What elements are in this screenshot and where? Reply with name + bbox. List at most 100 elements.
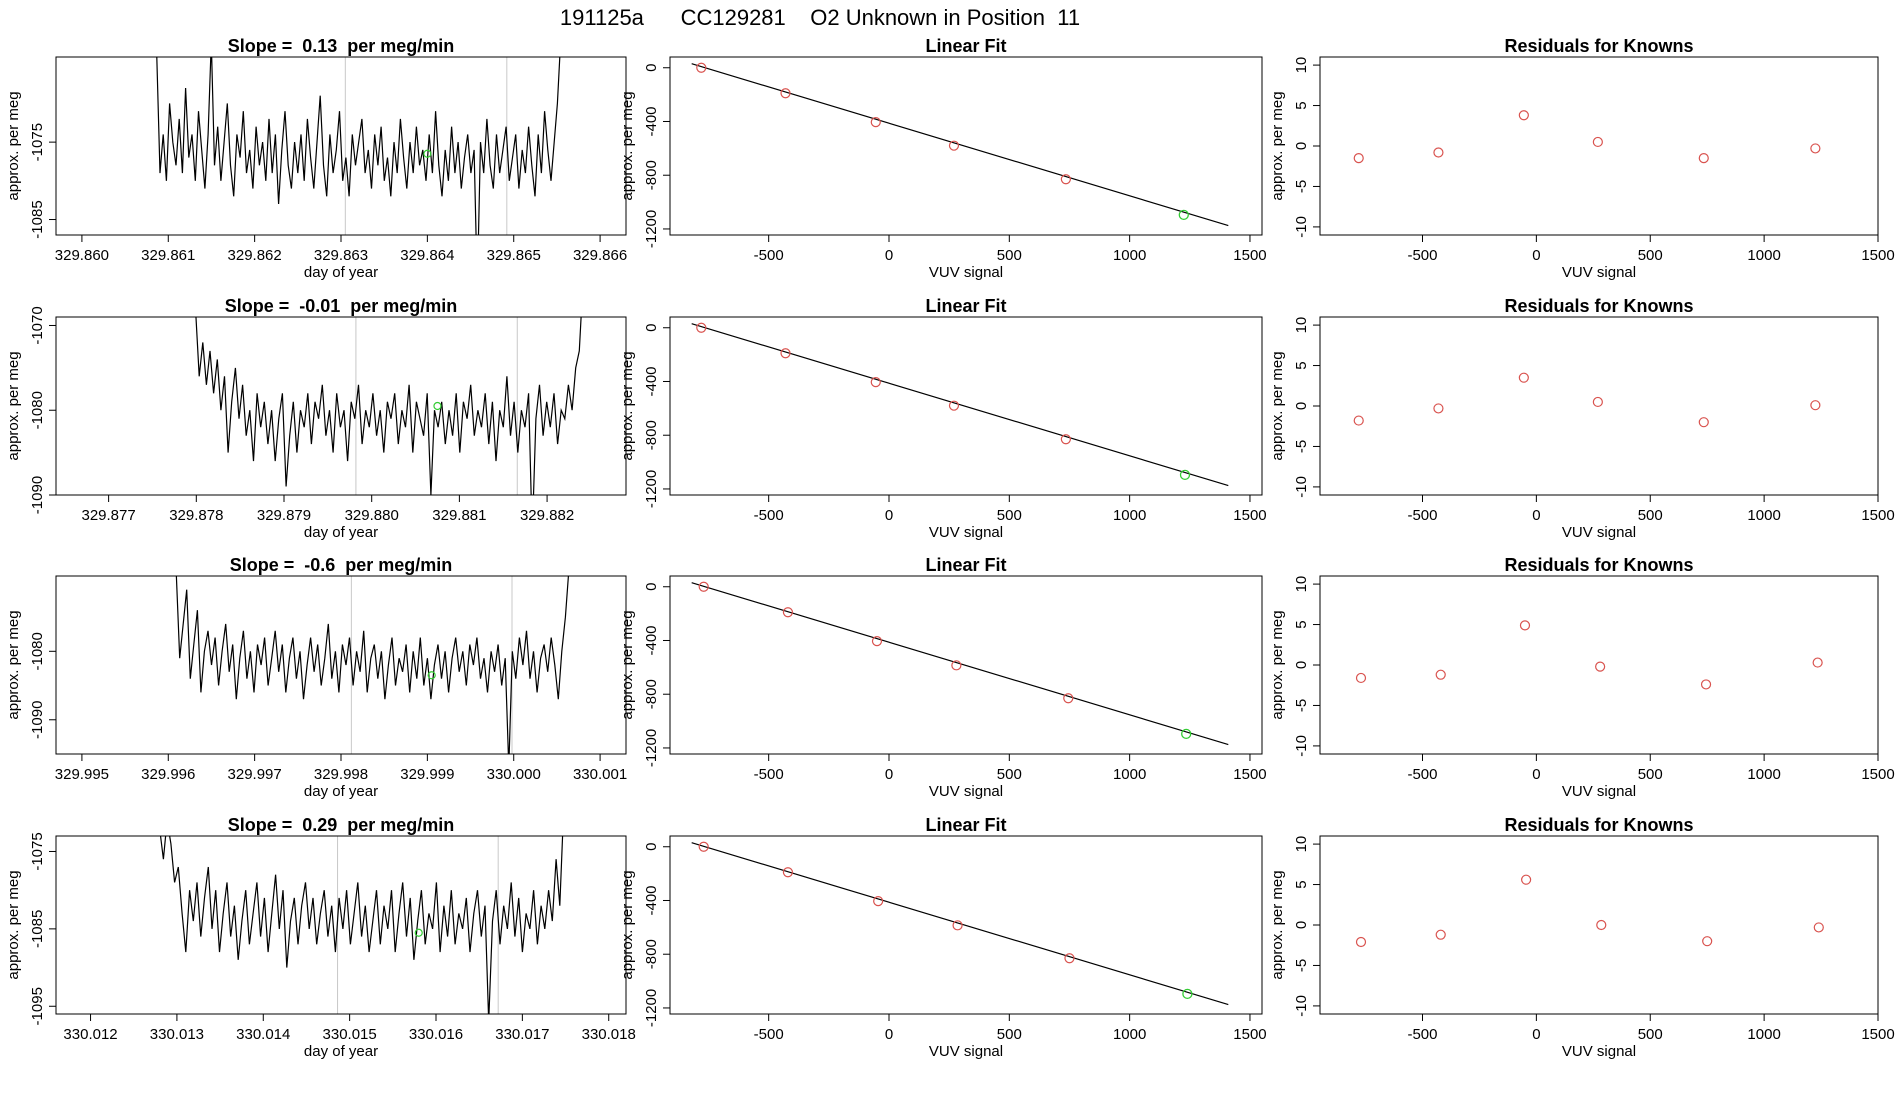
residual-point: [1592, 136, 1603, 148]
known-point: [951, 660, 962, 671]
residual-point: [1698, 153, 1709, 164]
y-tick-label: -400: [643, 885, 660, 915]
x-tick-label: 1000: [1113, 247, 1146, 264]
y-axis-label: approx. per meg: [1269, 870, 1286, 979]
x-tick-label: -500: [754, 247, 784, 264]
panel-title: Linear Fit: [925, 815, 1006, 835]
plot-frame: [669, 835, 1263, 1015]
residual-point: [1435, 929, 1446, 940]
residual-point: [1810, 143, 1821, 154]
fit-line: [691, 842, 1229, 1006]
x-tick-label: 1500: [1233, 766, 1266, 783]
y-tick-label: -1070: [29, 306, 46, 344]
residual-point: [1518, 372, 1529, 383]
y-tick-label: -10: [1293, 735, 1310, 757]
x-tick-label: -500: [754, 766, 784, 783]
x-tick-label: 1000: [1747, 766, 1780, 783]
y-tick-label: -400: [643, 366, 660, 396]
residual-point: [1519, 620, 1531, 631]
y-tick-label: 5: [1293, 361, 1310, 369]
known-point: [952, 920, 963, 931]
signal-trace: [159, 836, 564, 1014]
x-tick-label: 1000: [1747, 1026, 1780, 1043]
x-tick-label: 0: [1532, 766, 1540, 783]
x-tick-label: 500: [997, 507, 1022, 524]
x-tick-label: 1500: [1233, 507, 1266, 524]
unknown-marker-point: [427, 671, 436, 680]
y-tick-label: -1080: [29, 391, 46, 429]
plot-frame: [55, 575, 627, 755]
y-tick-label: -400: [643, 625, 660, 655]
x-axis-label: VUV signal: [1562, 783, 1636, 800]
chart-panel-r4c1: Slope = 0.29 per meg/min 330.012 330.013 33…: [5, 815, 636, 1060]
y-tick-label: 10: [1293, 836, 1310, 853]
chart-panel-r4c2: Linear Fit -500 0 500 1000 1500 -1200 -800 -400 0…: [619, 815, 1267, 1060]
y-axis-label: approx. per meg: [1269, 91, 1286, 200]
x-tick-label: 500: [1638, 766, 1663, 783]
x-tick-label: -500: [1407, 247, 1437, 264]
y-tick-label: -800: [643, 160, 660, 190]
known-point: [948, 140, 960, 151]
residual-point: [1596, 919, 1607, 931]
x-tick-label: 500: [1638, 507, 1663, 524]
x-tick-label: 329.882: [520, 507, 574, 524]
residual-point: [1435, 669, 1446, 680]
x-tick-label: 329.865: [487, 247, 541, 264]
figure-title: 191125a CC129281 O2 Unknown in Position …: [560, 5, 1080, 30]
plot-area: [1353, 372, 1821, 428]
x-tick-label: 1500: [1861, 507, 1894, 524]
residual-point: [1812, 657, 1823, 668]
y-tick-label: 0: [643, 324, 660, 332]
x-tick-label: 0: [885, 766, 893, 783]
y-tick-label: -10: [1293, 995, 1310, 1017]
x-tick-label: 1500: [1861, 247, 1894, 264]
x-tick-label: 329.879: [257, 507, 311, 524]
x-tick-label: 1500: [1861, 1026, 1894, 1043]
x-tick-label: 0: [1532, 247, 1540, 264]
chart-panel-r3c2: Linear Fit -500 0 500 1000 1500 -1200 -800 -400 0…: [619, 555, 1267, 800]
x-tick-label: 329.997: [228, 766, 282, 783]
known-point: [948, 400, 960, 411]
plot-area: [159, 836, 564, 1014]
y-tick-label: 5: [1293, 101, 1310, 109]
y-tick-label: 0: [643, 843, 660, 851]
x-tick-label: 330.000: [487, 766, 541, 783]
fit-line: [691, 63, 1229, 227]
chart-panel-r2c2: Linear Fit -500 0 500 1000 1500 -1200 -800 -400 0…: [619, 296, 1267, 541]
x-axis-label: VUV signal: [1562, 1043, 1636, 1060]
x-axis-label: day of year: [304, 1043, 378, 1060]
y-axis-label: approx. per meg: [5, 870, 22, 979]
residual-point: [1521, 874, 1532, 885]
y-tick-label: 10: [1293, 57, 1310, 74]
residual-point: [1355, 672, 1367, 684]
chart-panel-r1c3: Residuals for Knowns -500 0 500 1000 1500 -10 -…: [1269, 36, 1895, 281]
plot-area: [175, 576, 570, 754]
y-tick-label: -1090: [29, 701, 46, 739]
y-tick-label: -10: [1293, 216, 1310, 238]
y-tick-label: -1200: [643, 210, 660, 248]
x-tick-label: 329.878: [169, 507, 223, 524]
plot-frame: [669, 316, 1263, 496]
x-tick-label: 0: [1532, 507, 1540, 524]
y-tick-label: -1075: [29, 123, 46, 161]
y-tick-label: -800: [643, 939, 660, 969]
panel-title: Residuals for Knowns: [1504, 296, 1693, 316]
known-point: [871, 636, 883, 647]
known-point: [698, 581, 709, 592]
known-point: [696, 322, 707, 333]
panel-title: Slope = 0.13 per meg/min: [228, 36, 455, 56]
x-tick-label: 329.999: [400, 766, 454, 783]
x-tick-label: 500: [997, 766, 1022, 783]
known-point: [870, 377, 881, 388]
chart-panel-r1c2: Linear Fit -500 0 500 1000 1500 -1200 -800 -400 0…: [619, 36, 1267, 281]
unknown-point: [1182, 988, 1193, 999]
residual-point: [1698, 417, 1709, 428]
y-tick-label: -1080: [29, 632, 46, 670]
x-tick-label: 330.018: [582, 1026, 636, 1043]
y-tick-label: -5: [1293, 180, 1310, 193]
y-axis-label: approx. per meg: [619, 870, 636, 979]
x-tick-label: 329.866: [573, 247, 627, 264]
residual-point: [1353, 415, 1364, 426]
plot-frame: [55, 835, 627, 1015]
